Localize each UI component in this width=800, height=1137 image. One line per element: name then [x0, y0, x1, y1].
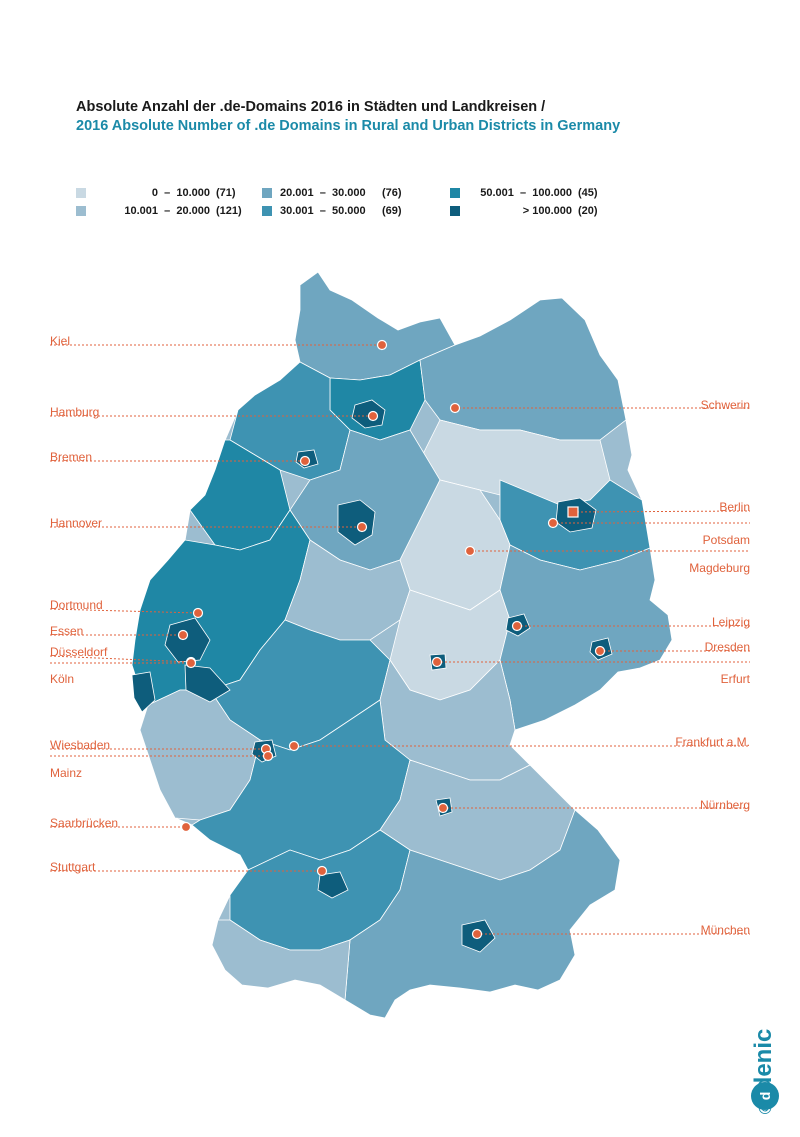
- svg-text:d: d: [757, 1092, 773, 1101]
- legend-range: 30.001 – 50.000: [280, 205, 366, 217]
- city-marker: [185, 657, 197, 669]
- leader-line: [572, 510, 751, 513]
- city-label: Saarbrücken: [50, 816, 119, 830]
- city-label: Erfurt: [720, 672, 750, 686]
- city-label: Dresden: [704, 640, 750, 654]
- city-label: Nürnberg: [699, 798, 750, 812]
- city-label: Mainz: [50, 766, 83, 780]
- city-marker: [177, 629, 189, 641]
- capital-marker: [567, 506, 579, 518]
- legend-item: 10.001 – 20.000 (121): [76, 202, 242, 220]
- legend-count: (121): [216, 205, 242, 217]
- legend-swatch: [76, 188, 86, 198]
- legend-count: (71): [216, 187, 236, 199]
- city-label: Stuttgart: [50, 860, 96, 874]
- city-marker: [299, 455, 311, 467]
- city-marker: [511, 620, 523, 632]
- district-shading: [131, 271, 673, 1019]
- leader-line: [49, 608, 199, 614]
- city-label: Berlin: [719, 500, 750, 514]
- city-marker: [464, 545, 476, 557]
- brand-name: denic: [750, 1029, 777, 1092]
- legend-column-1: 0 – 10.000 (71) 10.001 – 20.000 (121): [76, 184, 242, 220]
- title-english: 2016 Absolute Number of .de Domains in R…: [76, 118, 621, 134]
- city-label: München: [700, 923, 750, 937]
- legend-range: 10.001 – 20.000: [124, 205, 210, 217]
- city-label: Köln: [50, 672, 75, 686]
- city-marker: [431, 656, 443, 668]
- legend-item: 30.001 – 50.000 (69): [262, 202, 402, 220]
- city-label: Magdeburg: [689, 561, 750, 575]
- city-marker: [376, 339, 388, 351]
- city-marker: [356, 521, 368, 533]
- city-marker: [437, 802, 449, 814]
- legend-item: 20.001 – 30.000 (76): [262, 184, 402, 202]
- legend-swatch: [450, 188, 460, 198]
- city-markers: [177, 339, 606, 940]
- city-label: Hannover: [50, 516, 103, 530]
- legend-range: 0 – 10.000: [151, 187, 210, 199]
- legend-item: > 100.000 (20): [450, 202, 598, 220]
- legend-range: 50.001 – 100.000: [480, 187, 572, 199]
- legend-count: (76): [382, 187, 402, 199]
- copyright-symbol: ©: [758, 1098, 772, 1118]
- city-marker: [262, 750, 274, 762]
- title-german: Absolute Anzahl der .de-Domains 2016 in …: [76, 99, 546, 115]
- legend-swatch: [450, 206, 460, 216]
- legend-item: 0 – 10.000 (71): [76, 184, 242, 202]
- legend-column-2: 20.001 – 30.000 (76) 30.001 – 50.000 (69…: [262, 184, 402, 220]
- denic-logo-mark: d denic: [750, 1029, 779, 1110]
- city-label: Düsseldorf: [50, 645, 108, 659]
- legend-column-3: 50.001 – 100.000 (45) > 100.000 (20): [450, 184, 598, 220]
- city-label: Schwerin: [700, 398, 750, 412]
- city-marker: [471, 928, 483, 940]
- city-label: Dortmund: [50, 598, 103, 612]
- city-marker: [180, 821, 192, 833]
- city-marker: [367, 410, 379, 422]
- city-label: Bremen: [50, 450, 93, 464]
- city-leader-lines: [49, 344, 751, 935]
- legend-range: 20.001 – 30.000: [280, 187, 366, 199]
- denic-logo: d denic ©: [745, 1018, 785, 1118]
- city-marker: [547, 517, 559, 529]
- legend-item: 50.001 – 100.000 (45): [450, 184, 598, 202]
- legend-count: (20): [578, 205, 598, 217]
- legend-swatch: [262, 188, 272, 198]
- legend-swatch: [76, 206, 86, 216]
- legend-count: (69): [382, 205, 402, 217]
- legend-swatch: [262, 206, 272, 216]
- legend-count: (45): [578, 187, 598, 199]
- city-label: Wiesbaden: [50, 738, 111, 752]
- city-label: Potsdam: [702, 533, 750, 547]
- city-label: Essen: [50, 624, 84, 638]
- city-marker: [449, 402, 461, 414]
- city-marker: [288, 740, 300, 752]
- city-label: Leipzig: [711, 615, 750, 629]
- map-title: Absolute Anzahl der .de-Domains 2016 in …: [76, 98, 756, 136]
- city-label: Hamburg: [50, 405, 100, 419]
- city-label: Frankfurt a.M.: [675, 735, 750, 749]
- legend-range: > 100.000: [522, 205, 572, 217]
- city-marker: [192, 607, 204, 619]
- city-marker: [594, 645, 606, 657]
- leader-line: [49, 655, 192, 663]
- city-marker: [316, 865, 328, 877]
- city-label: Kiel: [50, 334, 71, 348]
